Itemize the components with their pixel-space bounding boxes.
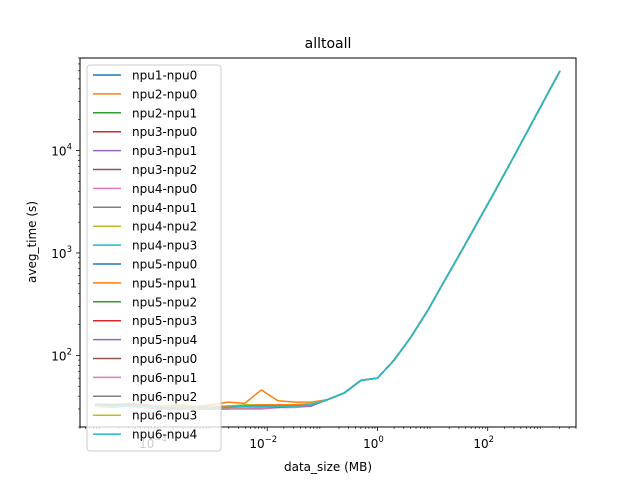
legend-entry: npu4-npu2 — [132, 220, 197, 234]
legend-entry: npu6-npu3 — [132, 409, 197, 423]
legend-entry: npu5-npu3 — [132, 314, 197, 328]
legend-entry: npu6-npu0 — [132, 352, 197, 366]
x-axis-label: data_size (MB) — [284, 460, 372, 474]
legend-entry: npu2-npu1 — [132, 106, 197, 120]
y-axis-label: aveg_time (s) — [25, 201, 39, 283]
legend-entry: npu2-npu0 — [132, 87, 197, 101]
chart-title: alltoall — [305, 36, 352, 52]
legend-box — [86, 64, 222, 452]
y-axis: 102 103 104 — [51, 57, 80, 428]
legend-entry: npu4-npu1 — [132, 201, 197, 215]
legend-entry: npu1-npu0 — [132, 69, 197, 83]
legend-entry: npu5-npu2 — [132, 295, 197, 309]
plot-frame — [79, 57, 577, 428]
legend-entry: npu5-npu4 — [132, 333, 197, 347]
legend-entry: npu6-npu4 — [132, 428, 197, 442]
y-tick-label: 103 — [51, 245, 72, 261]
legend-entry: npu5-npu1 — [132, 276, 197, 290]
legend-entry: npu5-npu0 — [132, 258, 197, 272]
legend-entry: npu4-npu3 — [132, 239, 197, 253]
x-tick-label: 102 — [473, 435, 494, 451]
y-tick-label: 104 — [51, 143, 72, 159]
legend-entry: npu6-npu1 — [132, 371, 197, 385]
legend: npu1-npu0 npu2-npu0 npu2-npu1 npu3-npu0 npu3… — [86, 64, 222, 452]
legend-entry: npu3-npu1 — [132, 144, 197, 158]
legend-entry: npu6-npu2 — [132, 390, 197, 404]
legend-entry: npu4-npu0 — [132, 182, 197, 196]
legend-entry: npu3-npu2 — [132, 163, 197, 177]
x-tick-label: 10−2 — [249, 435, 277, 451]
x-tick-label: 100 — [363, 435, 384, 451]
y-tick-label: 102 — [51, 347, 72, 363]
legend-entry: npu3-npu0 — [132, 125, 197, 139]
